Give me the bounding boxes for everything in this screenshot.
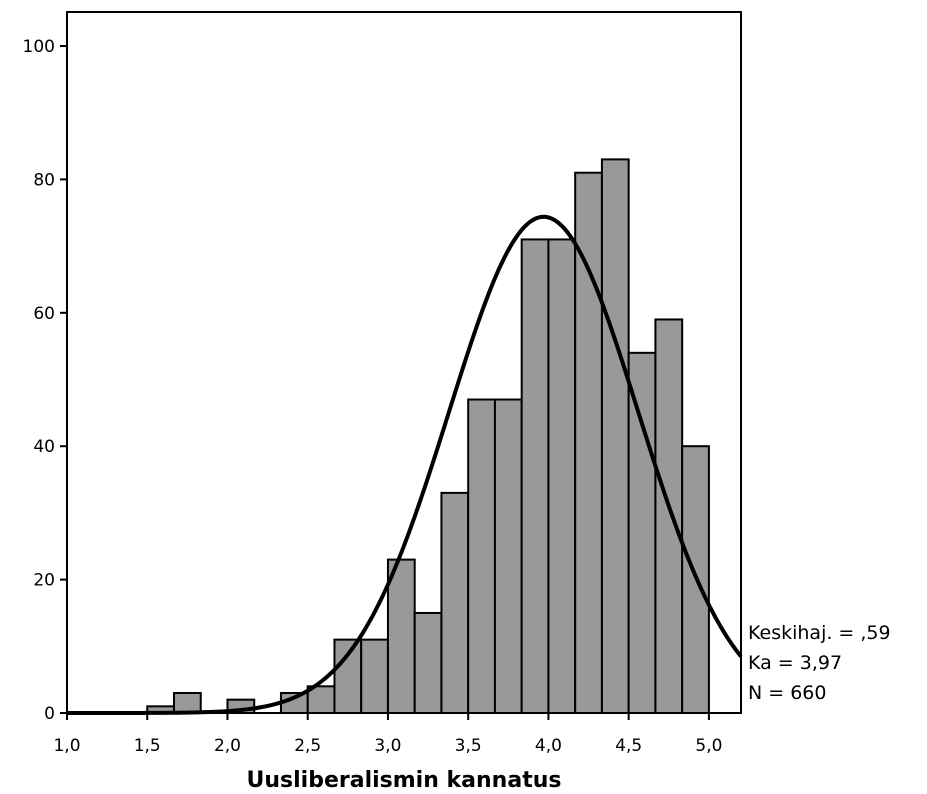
x-tick-label: 1,0 [53,736,80,756]
histogram-bar [440,491,470,715]
x-tick-label: 1,5 [134,736,161,756]
histogram-bar [467,398,496,714]
x-tick-label: 3,0 [374,736,401,756]
x-tick-label: 5,0 [695,736,722,756]
histogram-bar [654,318,684,714]
x-tick-label: 2,5 [294,736,321,756]
stat-n: N = 660 [748,682,826,704]
stat-mean: Ka = 3,97 [748,652,842,674]
histogram-bar [360,638,389,715]
x-tick-label: 3,5 [455,736,482,756]
y-tick-label: 100 [23,37,55,57]
histogram-bar [520,238,550,714]
y-axis: 0 20 40 60 80 100 [23,37,67,724]
x-tick-label: 2,0 [214,736,241,756]
x-tick-label: 4,0 [535,736,562,756]
histogram-bar [574,171,603,715]
y-tick-label: 20 [33,571,55,591]
x-tick-label: 4,5 [615,736,642,756]
histogram-bar [333,638,363,715]
plot-frame [66,11,742,714]
histogram-bar [386,558,416,715]
bars-layer [146,158,710,715]
x-axis-title: Uusliberalismin kannatus [247,768,562,793]
histogram-bar [493,398,523,714]
y-tick-label: 0 [44,704,55,724]
histogram-bar [413,611,443,715]
y-tick-label: 40 [33,437,55,457]
histogram-bar [172,691,202,714]
x-axis: 1,0 1,5 2,0 2,5 3,0 3,5 4,0 4,5 5,0 [53,713,722,756]
histogram-bar [600,158,630,714]
histogram-bar [547,238,577,714]
histogram-bar [627,351,657,714]
y-tick-label: 80 [33,170,55,190]
y-tick-label: 60 [33,304,55,324]
stat-std-dev: Keskihaj. = ,59 [748,622,891,644]
